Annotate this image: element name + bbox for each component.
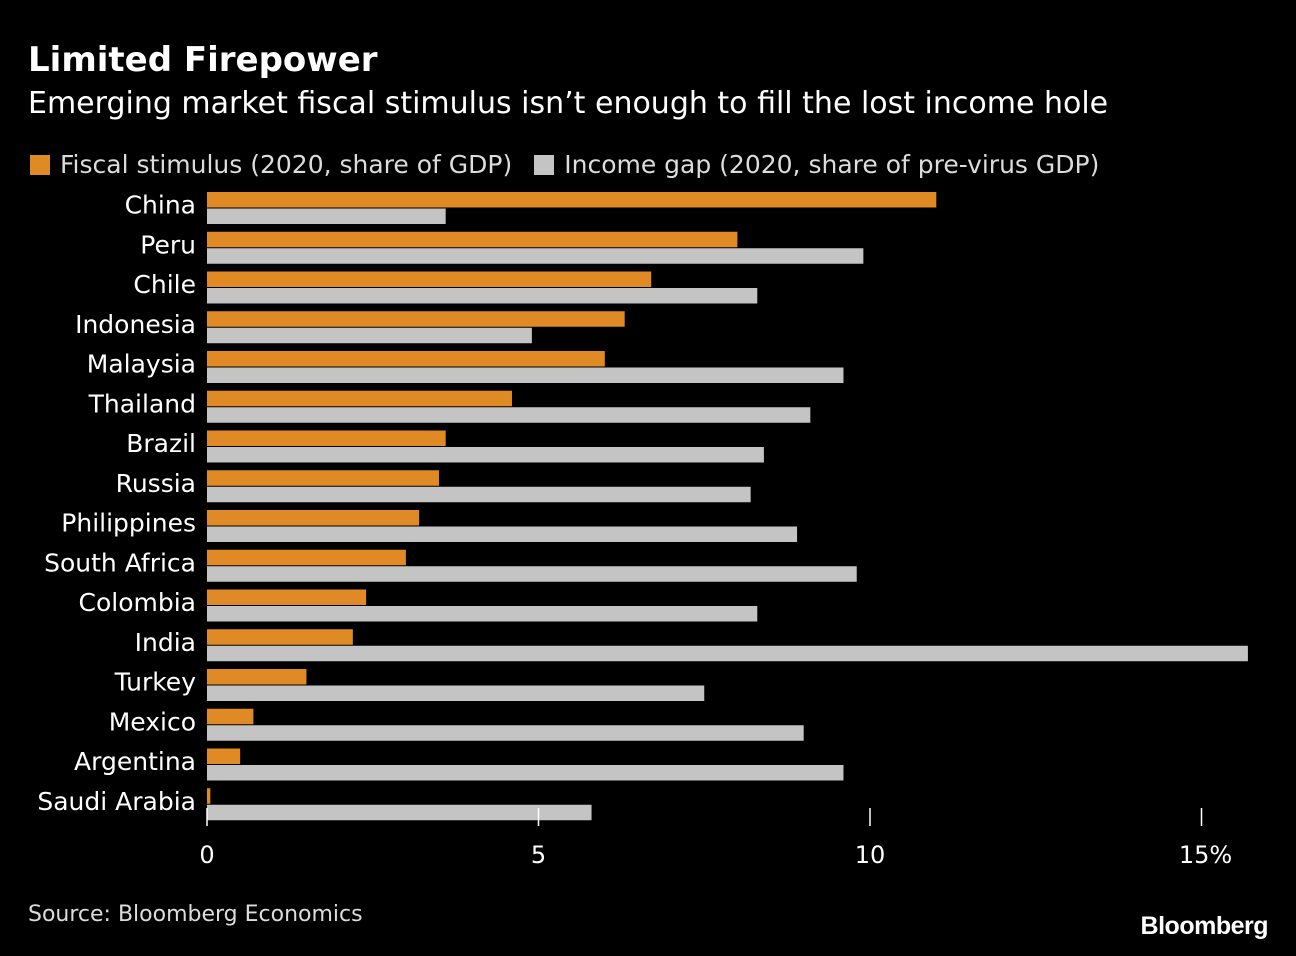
fiscal-bar-mexico [207, 708, 254, 725]
legend-label-income: Income gap (2020, share of pre-virus GDP… [564, 150, 1100, 179]
category-label-south-africa: South Africa [44, 548, 196, 577]
category-label-thailand: Thailand [88, 389, 196, 418]
legend-swatch-fiscal [30, 154, 50, 175]
fiscal-bar-malaysia [207, 351, 605, 367]
fiscal-bar-saudi-arabia [207, 788, 211, 804]
category-label-colombia: Colombia [79, 588, 196, 617]
income-bar-philippines [207, 526, 798, 542]
income-bar-chile [207, 288, 758, 304]
legend-label-fiscal: Fiscal stimulus (2020, share of GDP) [60, 150, 513, 179]
fiscal-bar-argentina [207, 748, 241, 764]
fiscal-bar-india [207, 629, 353, 645]
category-label-saudi-arabia: Saudi Arabia [37, 787, 196, 816]
fiscal-bar-indonesia [207, 311, 625, 327]
bloomberg-logo: Bloomberg [1140, 912, 1269, 940]
legend: Fiscal stimulus (2020, share of GDP) Inc… [30, 150, 1121, 179]
income-bar-argentina [207, 765, 844, 781]
category-label-russia: Russia [116, 469, 196, 498]
income-bar-brazil [207, 447, 764, 463]
income-bar-south-africa [207, 566, 857, 582]
category-label-india: India [135, 628, 196, 657]
legend-swatch-income [534, 154, 555, 175]
fiscal-bar-china [207, 192, 937, 208]
category-label-turkey: Turkey [114, 668, 197, 697]
income-bar-indonesia [207, 327, 532, 344]
x-tick-label-3: 15% [1179, 841, 1232, 869]
x-tick-label-1: 5 [531, 841, 546, 869]
income-bar-china [207, 208, 446, 224]
category-label-philippines: Philippines [61, 509, 196, 538]
income-bar-mexico [207, 725, 804, 741]
fiscal-bar-brazil [207, 430, 446, 446]
fiscal-bar-turkey [207, 669, 307, 685]
fiscal-bar-philippines [207, 510, 420, 526]
fiscal-bar-south-africa [207, 549, 406, 566]
income-bar-turkey [207, 685, 705, 701]
legend-item-fiscal: Fiscal stimulus (2020, share of GDP) [30, 150, 512, 179]
income-bar-thailand [207, 407, 811, 423]
income-bar-malaysia [207, 367, 844, 383]
fiscal-bar-thailand [207, 390, 512, 407]
category-label-indonesia: Indonesia [75, 310, 196, 339]
fiscal-bar-chile [207, 271, 652, 287]
x-tick-label-2: 10 [855, 841, 886, 869]
income-bar-saudi-arabia [207, 804, 592, 821]
category-label-peru: Peru [140, 230, 196, 259]
income-bar-colombia [207, 606, 758, 622]
category-label-mexico: Mexico [109, 707, 196, 736]
chart-title: Limited Firepower [28, 40, 378, 80]
category-label-argentina: Argentina [74, 747, 196, 776]
fiscal-bar-russia [207, 470, 440, 486]
fiscal-bar-peru [207, 231, 738, 248]
income-bar-peru [207, 248, 864, 264]
chart-subtitle: Emerging market fiscal stimulus isn’t en… [28, 86, 1109, 121]
category-label-malaysia: Malaysia [87, 350, 196, 379]
category-label-brazil: Brazil [126, 429, 196, 458]
source-note: Source: Bloomberg Economics [28, 902, 363, 927]
category-label-chile: Chile [133, 270, 196, 299]
fiscal-bar-colombia [207, 589, 367, 605]
income-bar-russia [207, 486, 751, 503]
x-tick-label-0: 0 [199, 841, 214, 869]
category-label-china: China [125, 191, 196, 220]
legend-item-income: Income gap (2020, share of pre-virus GDP… [534, 150, 1099, 179]
income-bar-india [207, 645, 1248, 662]
